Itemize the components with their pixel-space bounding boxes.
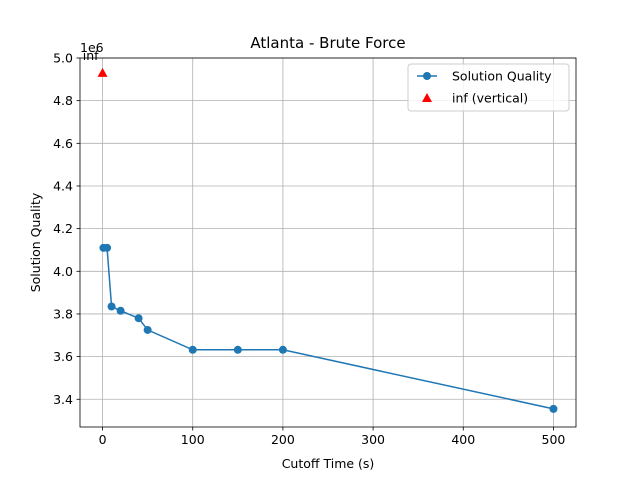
plot-frame <box>79 57 577 428</box>
y-axis: 3.4 3.6 3.8 4.0 4.2 4.4 4.6 4.8 5.0 <box>53 51 80 407</box>
x-tick-label: 100 <box>181 432 205 447</box>
solution-quality-point <box>143 325 152 334</box>
y-offset-text: 1e6 <box>80 40 104 55</box>
inf-marker <box>97 67 108 77</box>
y-tick-label: 4.0 <box>53 264 73 279</box>
legend-box <box>407 63 570 112</box>
legend-label: inf (vertical) <box>452 91 528 106</box>
chart-title: Atlanta - Brute Force <box>250 34 405 52</box>
solution-quality-point <box>107 302 116 311</box>
plot-series: inf <box>83 48 558 413</box>
y-axis-label: Solution Quality <box>28 192 43 292</box>
y-tick-label: 5.0 <box>53 51 73 66</box>
legend-triangle-swatch <box>422 93 432 102</box>
inf-annotation: inf <box>83 48 99 63</box>
solution-quality-line <box>103 247 554 410</box>
x-axis-label: Cutoff Time (s) <box>282 456 375 471</box>
y-tick-label: 3.8 <box>53 306 73 321</box>
y-tick-label: 4.8 <box>53 93 73 108</box>
x-axis: 0 100 200 300 400 500 <box>99 427 566 447</box>
y-tick-label: 4.4 <box>53 178 73 193</box>
y-tick-label: 4.2 <box>53 221 73 236</box>
legend-label: Solution Quality <box>452 69 552 84</box>
solution-quality-point <box>134 314 143 323</box>
solution-quality-point <box>233 345 242 354</box>
x-tick-label: 400 <box>451 432 475 447</box>
y-tick-label: 3.4 <box>53 392 73 407</box>
x-tick-label: 500 <box>542 432 566 447</box>
solution-quality-point <box>188 345 197 354</box>
x-tick-label: 300 <box>361 432 385 447</box>
y-tick-label: 3.6 <box>53 349 73 364</box>
legend-circle-swatch <box>423 72 431 80</box>
x-tick-label: 200 <box>271 432 295 447</box>
x-tick-label: 0 <box>99 432 107 447</box>
solution-quality-point <box>278 345 287 354</box>
solution-quality-point <box>116 306 125 315</box>
solution-quality-point <box>103 243 112 252</box>
legend: Solution Quality inf (vertical) <box>407 63 570 112</box>
solution-quality-point <box>549 404 558 413</box>
y-tick-label: 4.6 <box>53 136 73 151</box>
